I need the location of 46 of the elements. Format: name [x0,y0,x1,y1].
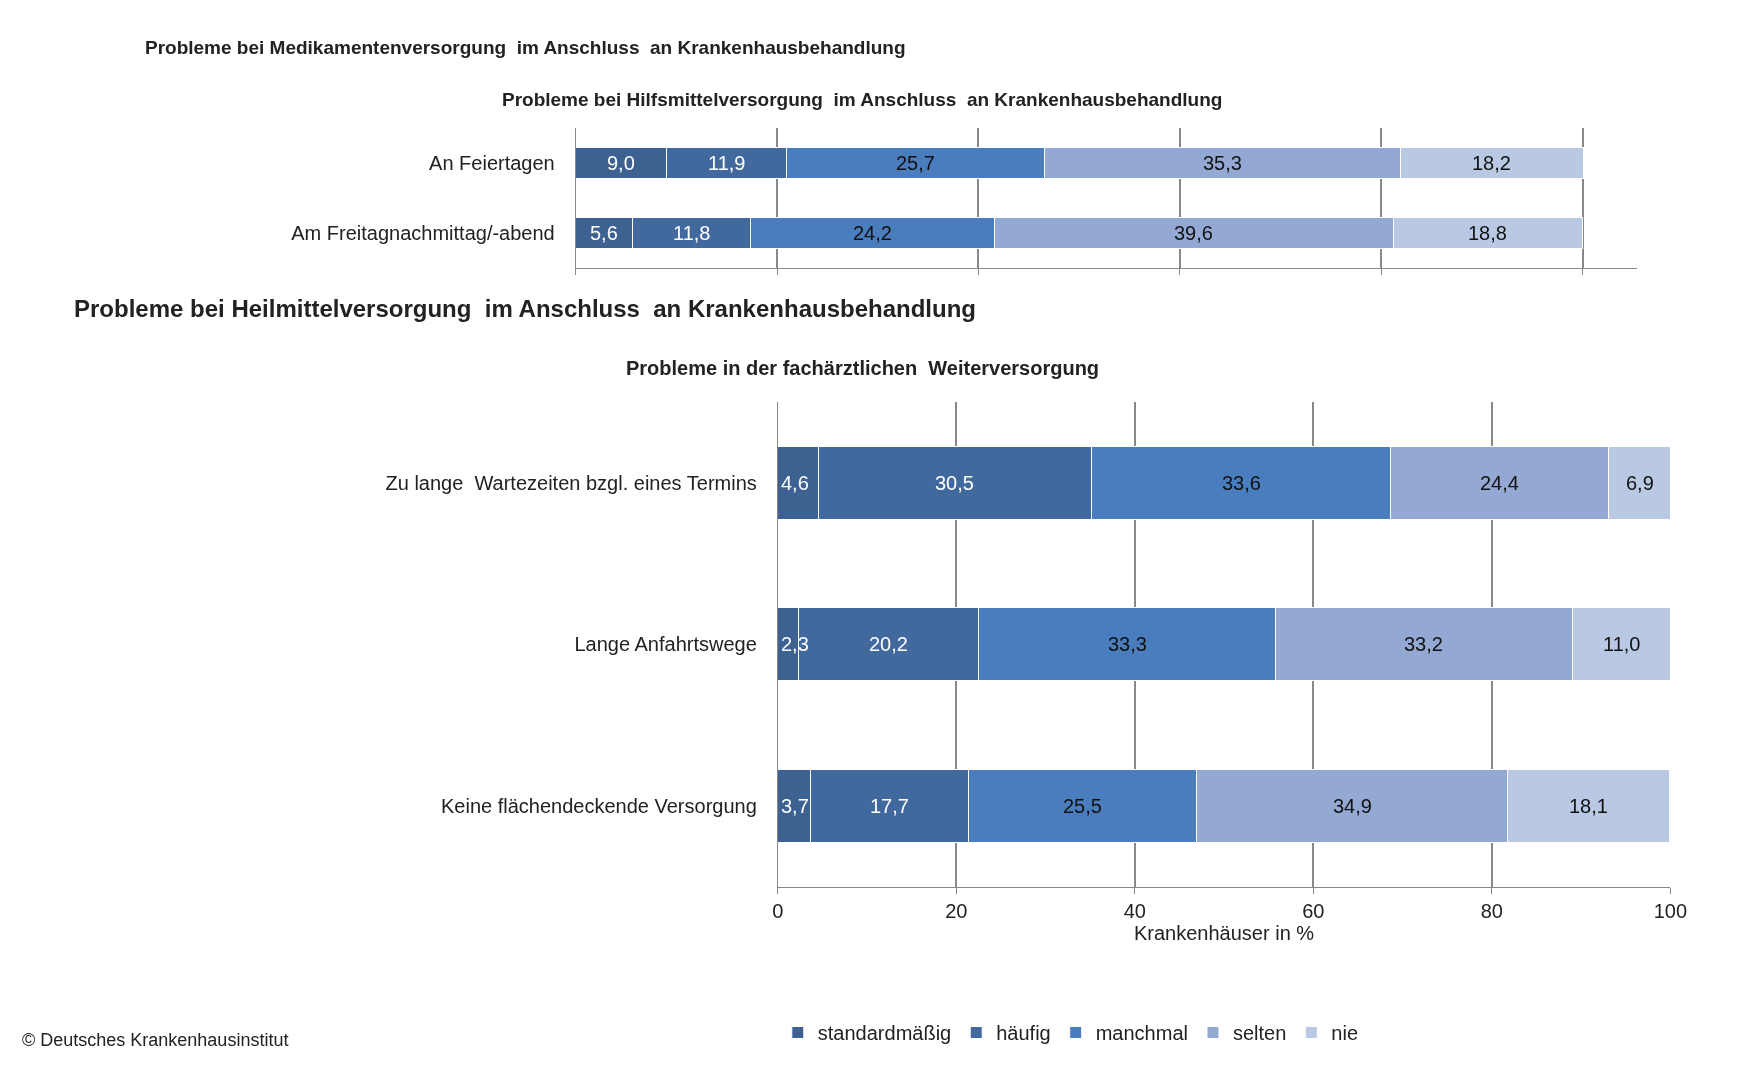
legend-label: selten [1232,1022,1287,1045]
legend-label: nie [1331,1022,1359,1045]
y-tick-label: Am Freitagnachmittag/-abend [291,221,555,244]
data-label: 9,0 [607,152,635,174]
data-label: 11,8 [673,222,711,244]
y-tick-label: Zu lange Wartezeiten bzgl. eines Termins [385,471,757,494]
legend-label: manchmal [1095,1022,1188,1045]
data-label: 33,3 [1108,633,1147,655]
data-label: 24,4 [1480,472,1519,494]
chart-title: Probleme in der fachärztlichen Weiterversorgung [626,357,1100,379]
y-tick-label: An Feiertagen [429,152,555,175]
data-label: 25,7 [896,152,935,174]
data-label: 25,5 [1063,795,1102,817]
x-tick-label: 60 [1302,899,1325,922]
data-label: 20,2 [869,633,908,655]
x-tick-label: 0 [772,899,784,922]
data-label: 17,7 [870,795,909,817]
x-tick-label: 80 [1480,899,1503,922]
x-axis-title: Krankenhäuser in % [1134,921,1315,944]
data-label: 5,6 [590,222,618,244]
data-label: 4,6 [781,472,809,494]
text: © Deutsches Krankenhausinstitut [22,1030,289,1050]
data-label: 24,2 [853,222,892,244]
x-tick-label: 20 [945,899,968,922]
data-label: 35,3 [1203,152,1242,174]
y-tick-label: Keine flächendeckende Versorgung [441,795,757,818]
x-tick-label: 100 [1653,899,1688,922]
data-label: 39,6 [1174,222,1213,244]
data-label: 18,2 [1472,152,1511,174]
data-label: 30,5 [935,472,974,494]
data-label: 3,7 [781,795,809,817]
chart-title: Probleme bei Hilfsmittelversorgung im Anschluss an Krankenhausbehandlung [502,89,1223,110]
x-tick-label: 40 [1123,899,1146,922]
data-label: 11,0 [1603,633,1641,655]
data-label: 34,9 [1333,795,1372,817]
data-label: 33,6 [1222,472,1261,494]
text: Probleme bei Medikamentenversorgung im Anschluss an Krankenhausbehandlung [145,37,906,58]
data-label: 11,9 [708,152,746,174]
y-tick-label: Lange Anfahrtswege [574,633,757,656]
legend-label: häufig [996,1022,1051,1045]
data-label: 18,1 [1569,795,1608,817]
data-label: 18,8 [1468,222,1507,244]
text: Probleme bei Heilmittelversorgung im Anschluss an Krankenhausbehandlung [74,295,976,322]
data-label: 6,9 [1626,472,1654,494]
data-label: 33,2 [1404,633,1443,655]
legend-label: standardmäßig [817,1022,952,1045]
